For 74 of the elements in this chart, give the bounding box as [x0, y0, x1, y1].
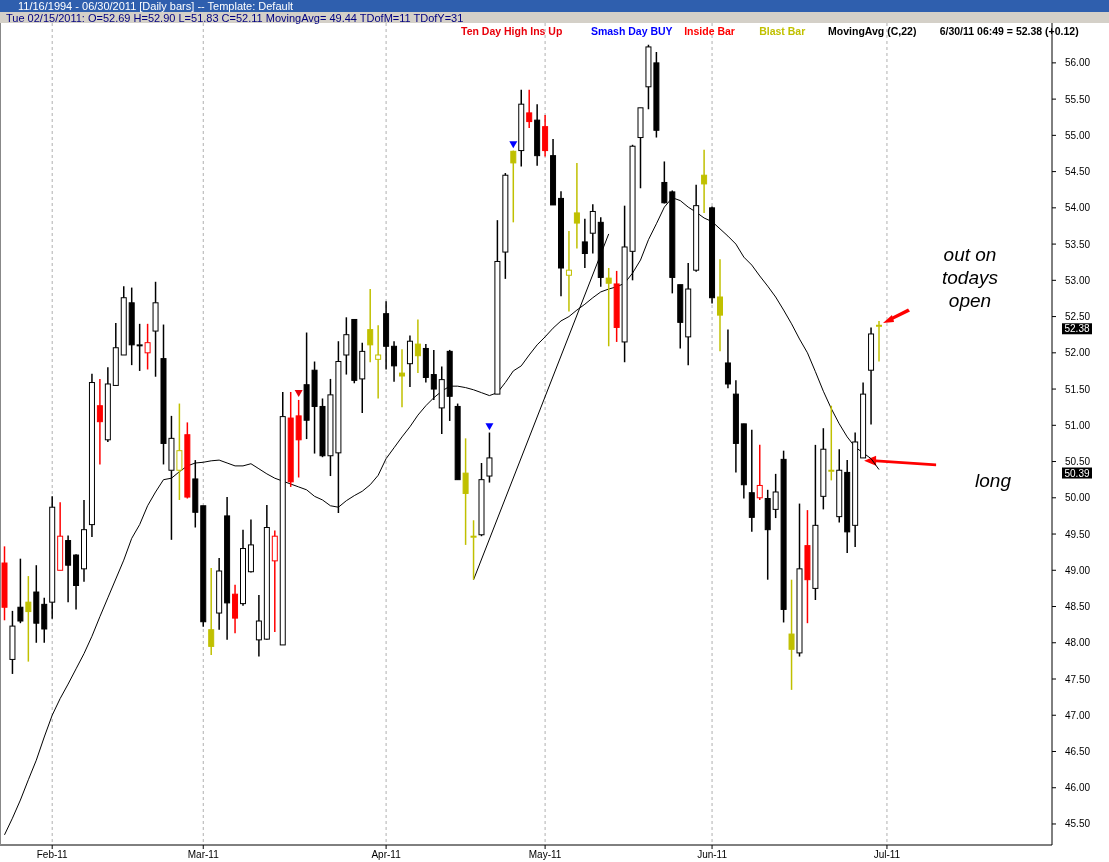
- candlestick: [208, 567, 215, 656]
- candlestick: [232, 584, 239, 635]
- candlestick: [542, 114, 549, 158]
- y-tick-label: 51.00: [1065, 419, 1091, 431]
- candlestick: [589, 203, 596, 255]
- text: Inside Bar: [684, 25, 735, 37]
- text: Blast Bar: [759, 25, 806, 37]
- point: [485, 423, 494, 431]
- candlestick: [391, 340, 398, 383]
- x-tick-label: Feb-11: [36, 849, 69, 860]
- x-tick-label: Jul-11: [873, 849, 901, 860]
- candlestick: [17, 557, 24, 624]
- candlestick: [486, 431, 493, 484]
- chart-title: 11/16/1994 - 06/30/2011 [Daily bars] -- Template: Default: [18, 0, 294, 12]
- chart-subtitle: Tue 02/15/2011: O=52.69 H=52.90 L=51.83 C=52.11 MovingAvg= 49.44 TDofM=11 TDofY=31: [6, 11, 464, 24]
- candlestick: [470, 519, 477, 581]
- x-tick-label: Jun-11: [697, 849, 728, 860]
- y-tick-label: 46.00: [1065, 782, 1091, 794]
- candlestick: [788, 578, 795, 691]
- x-tick-label: Mar-11: [187, 849, 220, 860]
- candlestick: [581, 217, 588, 269]
- point: [509, 141, 518, 149]
- y-tick-label: 56.00: [1065, 57, 1091, 69]
- y-tick-label: 52.00: [1065, 347, 1091, 359]
- text: out on todays open: [942, 244, 999, 311]
- candlestick: [876, 320, 882, 363]
- y-tick-label: 52.50: [1065, 311, 1091, 323]
- x-tick-label: Apr-11: [371, 849, 402, 860]
- candlestick: [375, 324, 382, 400]
- candlestick: [430, 349, 437, 401]
- text: 52.38: [1064, 323, 1090, 335]
- y-tick-label: 49.00: [1065, 564, 1091, 576]
- y-tick-label: 55.50: [1065, 93, 1091, 105]
- candlestick: [96, 378, 103, 466]
- y-tick-label: 50.50: [1065, 456, 1091, 468]
- y-tick-label: 55.00: [1065, 129, 1091, 141]
- y-tick-label: 50.00: [1065, 492, 1091, 504]
- candlestick: [295, 399, 302, 479]
- y-tick-label: 48.00: [1065, 637, 1091, 649]
- x-tick-label: May-11: [528, 849, 562, 860]
- candlestick: [25, 575, 32, 663]
- y-tick-label: 54.50: [1065, 166, 1091, 178]
- text: 6/30/11 06:49 = 52.38 (+0.12): [939, 25, 1079, 37]
- candlestick: [406, 334, 413, 388]
- candlestick: [510, 149, 517, 224]
- candlestick: [462, 437, 469, 546]
- text: Smash Day BUY: [590, 25, 673, 37]
- candlestick: [565, 230, 572, 313]
- y-tick-label: 46.50: [1065, 745, 1091, 757]
- text: 50.39: [1064, 467, 1090, 479]
- text: Ten Day High Ins Up: [461, 25, 563, 37]
- text: long: [975, 470, 1012, 491]
- candlestick: [724, 328, 731, 390]
- text: MovingAvg (C,22): [828, 25, 917, 37]
- y-tick-label: 54.00: [1065, 202, 1091, 214]
- y-tick-label: 47.50: [1065, 673, 1091, 685]
- candlestick: [701, 149, 708, 214]
- point: [294, 389, 303, 397]
- candlestick: [756, 444, 763, 501]
- candlestick: [573, 162, 580, 250]
- candlestick: [399, 348, 405, 408]
- candlestick: [367, 288, 374, 363]
- candlestick: [255, 594, 262, 658]
- y-tick-label: 45.50: [1065, 818, 1091, 830]
- y-tick-label: 49.50: [1065, 528, 1091, 540]
- candlestick: [717, 258, 723, 353]
- y-tick-label: 51.50: [1065, 383, 1091, 395]
- y-tick-label: 48.50: [1065, 601, 1091, 613]
- candlestick: [414, 318, 421, 374]
- candlestick: [605, 267, 612, 348]
- candlestick: [526, 88, 533, 129]
- y-tick-label: 47.00: [1065, 709, 1091, 721]
- y-tick-label: 53.00: [1065, 274, 1091, 286]
- y-tick-label: 53.50: [1065, 238, 1091, 250]
